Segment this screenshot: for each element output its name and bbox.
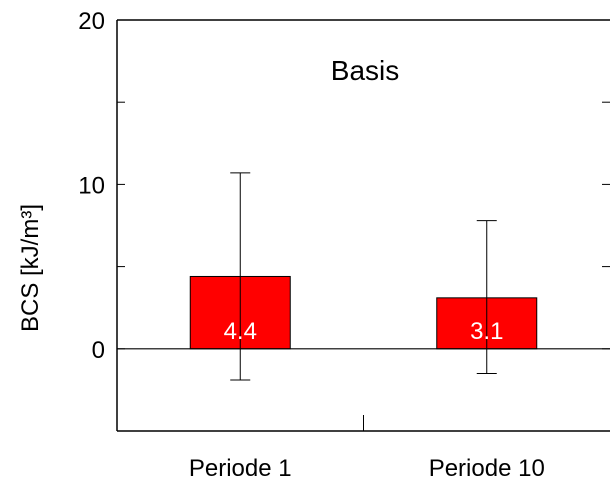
x-tick-label: Periode 1 xyxy=(189,455,292,482)
chart-title: Basis xyxy=(331,55,399,86)
x-tick-label: Periode 10 xyxy=(429,455,545,482)
data-label: 4.4 xyxy=(224,318,257,345)
data-label: 3.1 xyxy=(470,318,503,345)
y-axis-label: BCS [kJ/m³] xyxy=(17,204,44,332)
plot-area: 4.4 3.1 0 10 20 Periode 1 Periode 10 xyxy=(78,8,610,482)
y-tick-label: 10 xyxy=(78,172,105,199)
y-tick-label: 20 xyxy=(78,8,105,35)
y-tick-label: 0 xyxy=(92,337,105,364)
